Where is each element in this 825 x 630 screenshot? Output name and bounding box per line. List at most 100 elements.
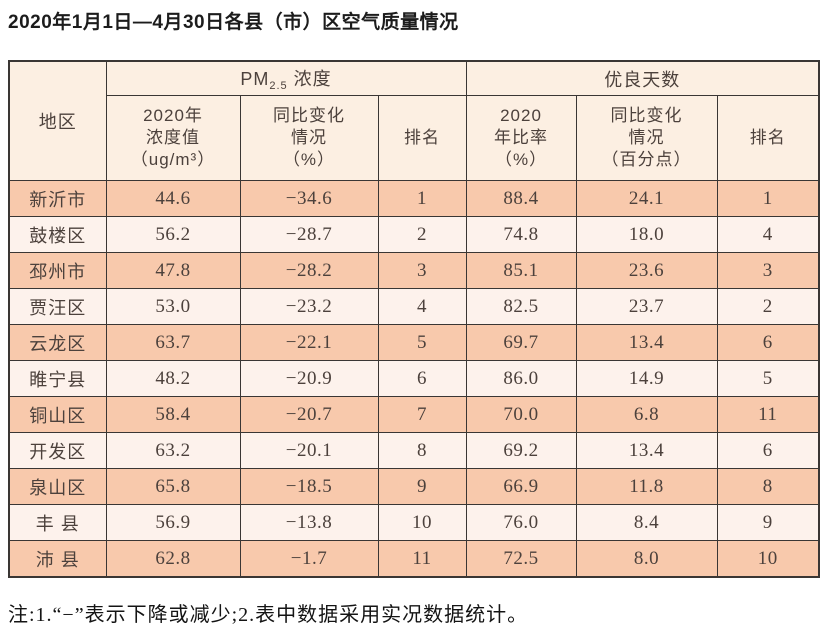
value-cell: 58.4	[105, 396, 241, 433]
region-cell: 泉山区	[8, 468, 107, 505]
value-cell: 88.4	[465, 180, 577, 217]
region-cell: 铜山区	[8, 396, 107, 433]
value-cell: 5	[716, 360, 820, 397]
value-cell: 9	[377, 468, 467, 505]
pm25-label-prefix: PM	[240, 69, 270, 89]
header-pm25-value: 2020年 浓度值 （ug/m³）	[105, 95, 241, 181]
value-cell: −1.7	[239, 540, 379, 578]
value-cell: 4	[716, 216, 820, 253]
table-header: 地区 PM2.5 浓度 优良天数 2020年 浓度值 （ug/m³） 同比变化 …	[8, 60, 820, 181]
value-cell: 47.8	[105, 252, 241, 289]
region-cell: 邳州市	[8, 252, 107, 289]
region-cell: 开发区	[8, 432, 107, 469]
value-cell: 76.0	[465, 504, 577, 541]
value-cell: 8.4	[575, 504, 718, 541]
table-row: 云龙区 63.7 −22.1 5 69.7 13.4 6	[8, 324, 820, 361]
value-cell: 4	[377, 288, 467, 325]
header-gooddays-ratio: 2020 年比率 （%）	[465, 95, 577, 181]
region-cell: 贾汪区	[8, 288, 107, 325]
header-gooddays-rank: 排名	[716, 95, 820, 181]
value-cell: 44.6	[105, 180, 241, 217]
air-quality-table: 地区 PM2.5 浓度 优良天数 2020年 浓度值 （ug/m³） 同比变化 …	[8, 60, 821, 578]
value-cell: 23.7	[575, 288, 718, 325]
table-row: 丰 县 56.9 −13.8 10 76.0 8.4 9	[8, 504, 820, 541]
region-cell: 睢宁县	[8, 360, 107, 397]
value-cell: 63.7	[105, 324, 241, 361]
value-cell: 3	[716, 252, 820, 289]
region-cell: 沛 县	[8, 540, 107, 578]
table-row: 新沂市 44.6 −34.6 1 88.4 24.1 1	[8, 180, 820, 217]
value-cell: 86.0	[465, 360, 577, 397]
table-row: 泉山区 65.8 −18.5 9 66.9 11.8 8	[8, 468, 820, 505]
value-cell: 11	[377, 540, 467, 578]
value-cell: −13.8	[239, 504, 379, 541]
value-cell: 3	[377, 252, 467, 289]
value-cell: 53.0	[105, 288, 241, 325]
table-row: 开发区 63.2 −20.1 8 69.2 13.4 6	[8, 432, 820, 469]
value-cell: 8.0	[575, 540, 718, 578]
value-cell: −28.7	[239, 216, 379, 253]
table-row: 沛 县 62.8 −1.7 11 72.5 8.0 10	[8, 540, 820, 578]
table-row: 鼓楼区 56.2 −28.7 2 74.8 18.0 4	[8, 216, 820, 253]
value-cell: −20.1	[239, 432, 379, 469]
value-cell: 63.2	[105, 432, 241, 469]
value-cell: 1	[716, 180, 820, 217]
value-cell: 66.9	[465, 468, 577, 505]
value-cell: 8	[377, 432, 467, 469]
page-title: 2020年1月1日—4月30日各县（市）区空气质量情况	[8, 12, 459, 33]
header-region: 地区	[8, 60, 107, 181]
value-cell: 62.8	[105, 540, 241, 578]
value-cell: 82.5	[465, 288, 577, 325]
value-cell: 11	[716, 396, 820, 433]
value-cell: 9	[716, 504, 820, 541]
value-cell: 5	[377, 324, 467, 361]
table-row: 睢宁县 48.2 −20.9 6 86.0 14.9 5	[8, 360, 820, 397]
value-cell: −20.7	[239, 396, 379, 433]
value-cell: 13.4	[575, 324, 718, 361]
value-cell: 48.2	[105, 360, 241, 397]
value-cell: 18.0	[575, 216, 718, 253]
table-row: 邳州市 47.8 −28.2 3 85.1 23.6 3	[8, 252, 820, 289]
value-cell: 6	[377, 360, 467, 397]
value-cell: −20.9	[239, 360, 379, 397]
table-row: 贾汪区 53.0 −23.2 4 82.5 23.7 2	[8, 288, 820, 325]
value-cell: 69.7	[465, 324, 577, 361]
header-pm25-group: PM2.5 浓度	[105, 60, 467, 96]
value-cell: 13.4	[575, 432, 718, 469]
value-cell: 2	[377, 216, 467, 253]
value-cell: 6.8	[575, 396, 718, 433]
footnote: 注:1.“−”表示下降或减少;2.表中数据采用实况数据统计。	[8, 604, 529, 626]
value-cell: 2	[716, 288, 820, 325]
sub-header-row: 2020年 浓度值 （ug/m³） 同比变化 情况 （%） 排名 2020 年比…	[9, 95, 820, 181]
value-cell: 7	[377, 396, 467, 433]
value-cell: −28.2	[239, 252, 379, 289]
value-cell: 10	[377, 504, 467, 541]
value-cell: −23.2	[239, 288, 379, 325]
value-cell: 65.8	[105, 468, 241, 505]
value-cell: 6	[716, 432, 820, 469]
value-cell: 56.9	[105, 504, 241, 541]
value-cell: 8	[716, 468, 820, 505]
value-cell: 72.5	[465, 540, 577, 578]
pm25-label-suffix: 浓度	[287, 69, 332, 89]
group-header-row: 地区 PM2.5 浓度 优良天数	[8, 60, 820, 181]
value-cell: 24.1	[575, 180, 718, 217]
value-cell: −34.6	[239, 180, 379, 217]
value-cell: 56.2	[105, 216, 241, 253]
value-cell: −22.1	[239, 324, 379, 361]
header-good-days-group: 优良天数	[465, 60, 820, 96]
region-cell: 丰 县	[8, 504, 107, 541]
value-cell: 14.9	[575, 360, 718, 397]
pm25-label-subscript: 2.5	[269, 80, 288, 92]
value-cell: 69.2	[465, 432, 577, 469]
region-cell: 云龙区	[8, 324, 107, 361]
header-pm25-change: 同比变化 情况 （%）	[239, 95, 379, 181]
header-gooddays-change: 同比变化 情况 （百分点）	[575, 95, 718, 181]
header-pm25-rank: 排名	[377, 95, 467, 181]
value-cell: 74.8	[465, 216, 577, 253]
table-row: 铜山区 58.4 −20.7 7 70.0 6.8 11	[8, 396, 820, 433]
region-cell: 新沂市	[8, 180, 107, 217]
value-cell: 70.0	[465, 396, 577, 433]
table-body: 新沂市 44.6 −34.6 1 88.4 24.1 1 鼓楼区 56.2 −28.7 2 74.8 1…	[8, 180, 820, 578]
value-cell: 1	[377, 180, 467, 217]
